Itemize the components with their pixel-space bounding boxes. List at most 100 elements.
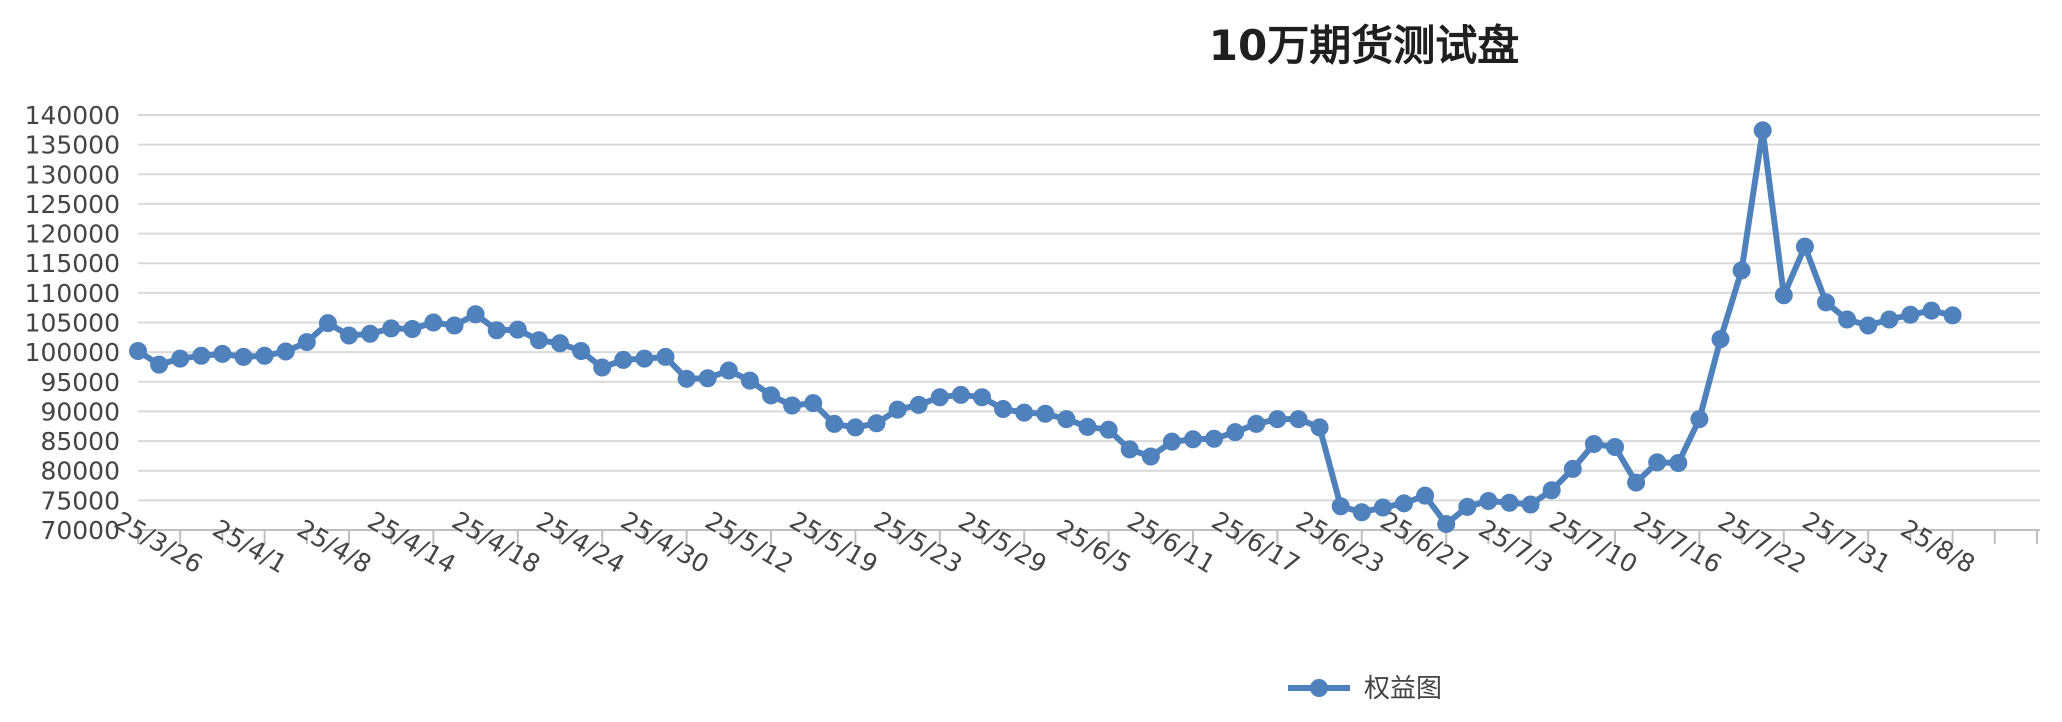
data-point	[1226, 423, 1245, 442]
data-point	[1795, 237, 1814, 256]
data-point	[719, 361, 738, 380]
y-tick-label: 135000	[25, 131, 120, 160]
data-point	[234, 347, 253, 366]
data-point	[1753, 121, 1772, 140]
data-point	[150, 355, 169, 374]
x-tick-label: 25/6/23	[1291, 506, 1389, 579]
data-point	[951, 385, 970, 404]
data-point	[318, 314, 337, 333]
x-tick-label: 25/5/12	[700, 506, 798, 579]
data-point	[867, 414, 886, 433]
y-tick-label: 140000	[25, 101, 120, 130]
x-tick-label: 25/6/5	[1052, 514, 1136, 579]
x-tick-label: 25/7/10	[1544, 506, 1642, 579]
x-tick-label: 25/7/31	[1798, 506, 1896, 579]
data-point	[1859, 316, 1878, 335]
data-point	[1141, 447, 1160, 466]
y-tick-label: 110000	[25, 279, 120, 308]
y-tick-label: 95000	[40, 368, 120, 397]
data-point	[909, 395, 928, 414]
data-point	[1099, 420, 1118, 439]
data-point	[1943, 306, 1962, 325]
data-point	[1437, 515, 1456, 534]
y-tick-label: 100000	[25, 338, 120, 367]
data-point	[1922, 301, 1941, 320]
y-tick-label: 75000	[40, 486, 120, 515]
x-tick-label: 25/3/26	[110, 506, 208, 579]
data-point	[171, 349, 190, 368]
y-tick-label: 130000	[25, 160, 120, 189]
x-tick-label: 25/4/8	[292, 514, 376, 579]
data-point	[762, 386, 780, 405]
data-point	[804, 394, 823, 413]
data-point	[1648, 453, 1667, 472]
data-point	[276, 342, 295, 361]
chart-title: 10万期货测试盘	[1208, 21, 1520, 70]
data-point	[1732, 261, 1751, 280]
data-point	[466, 305, 485, 324]
x-tick-label: 25/6/17	[1207, 506, 1305, 579]
data-point	[361, 324, 380, 343]
data-point	[1331, 497, 1350, 516]
data-point	[192, 346, 211, 365]
x-tick-label: 25/5/29	[954, 506, 1052, 579]
data-point	[403, 320, 422, 339]
series-equity	[129, 121, 1962, 534]
data-point	[1036, 404, 1055, 423]
x-axis: 25/3/26 25/4/1 25/4/825/4/1425/4/1825/4/24…	[110, 506, 2040, 579]
data-point	[1078, 417, 1097, 436]
data-point	[1268, 410, 1287, 429]
data-point	[1289, 410, 1308, 429]
data-point	[1901, 305, 1920, 324]
data-point	[1373, 498, 1392, 517]
data-point	[340, 326, 358, 345]
legend-label: 权益图	[1364, 674, 1442, 704]
data-point	[888, 400, 907, 419]
x-tick-label: 25/4/1	[208, 514, 292, 579]
x-tick-label: 25/4/14	[363, 506, 461, 579]
data-point	[1247, 414, 1266, 433]
y-tick-label: 70000	[40, 516, 120, 545]
data-point	[445, 316, 464, 335]
data-point	[1500, 493, 1519, 512]
y-axis: 1400001350001300001250001200001150001100…	[25, 101, 120, 545]
data-point	[1690, 410, 1709, 429]
x-tick-label: 25/6/11	[1122, 506, 1220, 579]
data-point	[656, 347, 675, 366]
y-tick-label: 85000	[40, 427, 120, 456]
data-point	[1669, 454, 1688, 473]
data-point	[1015, 403, 1034, 422]
data-point	[1584, 435, 1603, 454]
x-tick-label: 25/5/23	[869, 506, 967, 579]
data-point	[508, 320, 527, 339]
data-point	[846, 418, 865, 437]
y-tick-label: 80000	[40, 457, 120, 486]
data-point	[1458, 497, 1477, 516]
data-point	[1606, 438, 1624, 456]
gridlines	[138, 114, 2040, 531]
data-point	[1057, 410, 1076, 429]
y-tick-label: 120000	[25, 220, 120, 249]
data-point	[1838, 310, 1857, 329]
data-point	[424, 313, 443, 332]
data-point	[994, 400, 1013, 419]
data-point	[1162, 432, 1181, 451]
y-tick-label: 90000	[40, 397, 120, 426]
data-point	[255, 346, 274, 365]
x-tick-label: 25/7/16	[1629, 506, 1727, 579]
data-point	[740, 371, 759, 390]
data-point	[487, 321, 506, 340]
data-point	[1880, 310, 1899, 329]
data-point	[1352, 503, 1371, 522]
data-point	[1205, 429, 1224, 448]
data-point	[551, 334, 569, 353]
data-point	[593, 358, 612, 377]
data-point	[614, 350, 633, 369]
data-point	[529, 331, 548, 350]
data-point	[1120, 440, 1139, 459]
data-point	[572, 341, 591, 360]
data-point	[1395, 494, 1413, 513]
data-point	[1184, 430, 1202, 449]
y-tick-label: 105000	[25, 309, 120, 338]
